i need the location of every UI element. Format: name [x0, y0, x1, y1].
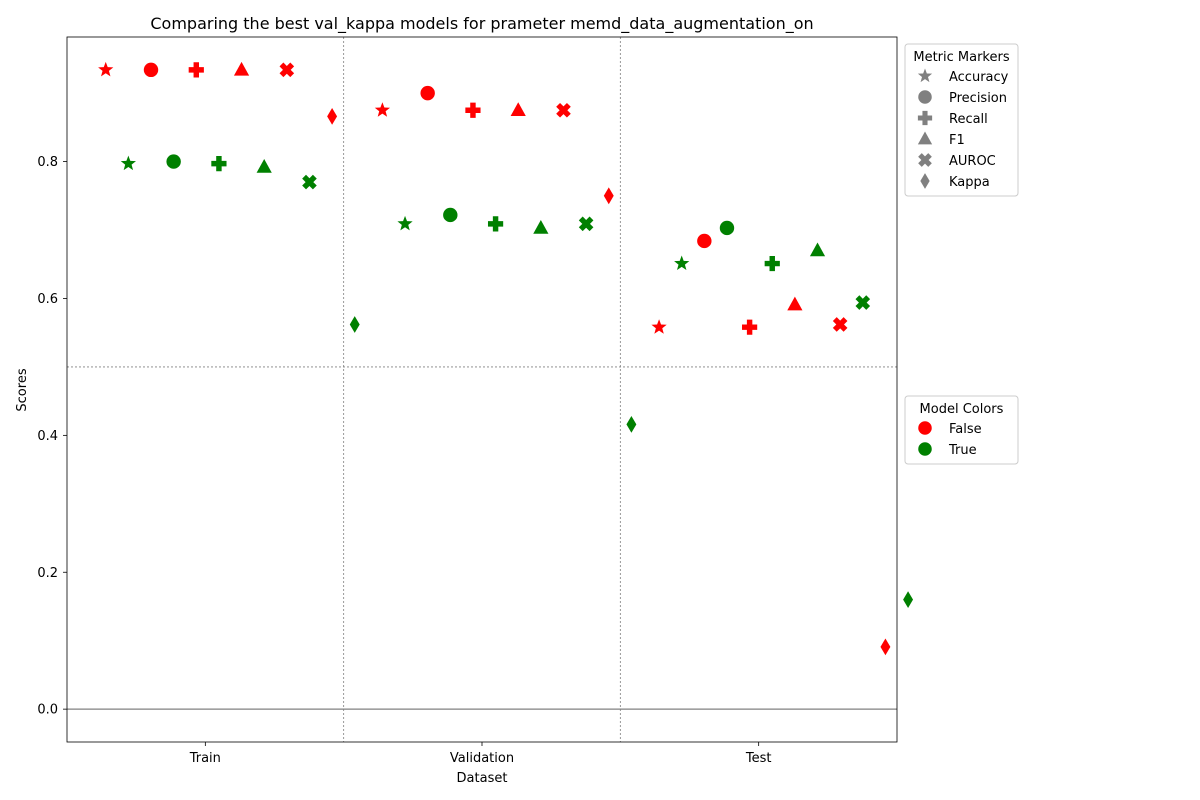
point-train-accuracy-false: [98, 61, 114, 77]
legend-box: [904, 395, 1019, 465]
point-train-recall-true: [211, 156, 227, 172]
point-validation-f1-true: [533, 219, 549, 234]
y-tick-label: 0.4: [37, 429, 58, 444]
point-test-recall-false: [742, 319, 758, 335]
point-test-accuracy-true: [674, 255, 690, 271]
legend-entry-f1: F1: [949, 133, 965, 148]
y-tick-label: 0.6: [37, 292, 58, 307]
point-validation-auroc-true: [578, 216, 594, 232]
point-test-precision-true: [719, 220, 735, 236]
legend-marker-precision: [918, 90, 932, 104]
legend-marker-true: [918, 442, 932, 456]
chart-title: Comparing the best val_kappa models for …: [150, 14, 813, 34]
point-validation-precision-true: [443, 207, 458, 223]
point-test-f1-false: [787, 296, 803, 311]
point-validation-f1-false: [510, 102, 526, 116]
point-test-kappa-false: [880, 638, 891, 656]
legend-title: Model Colors: [920, 402, 1004, 417]
point-validation-kappa-true: [626, 416, 637, 433]
plot-area: 0.0 0.2 0.4 0.6 0.8 Train Validation Test: [37, 36, 914, 766]
y-tick-label: 0.8: [37, 155, 58, 170]
legend-marker-accuracy: [917, 68, 933, 83]
legend-marker-f1: [917, 131, 933, 145]
point-validation-precision-false: [420, 85, 435, 101]
x-tick-label: Validation: [450, 751, 514, 766]
legend-entry-true: True: [948, 443, 977, 458]
legend-entry-auroc: AUROC: [949, 154, 996, 169]
y-tick-label: 0.0: [37, 703, 58, 718]
legend-marker-recall: [917, 110, 933, 126]
point-test-precision-false: [697, 233, 712, 249]
x-axis-label: Dataset: [457, 771, 508, 786]
legend-marker-false: [918, 421, 932, 435]
point-train-precision-false: [143, 62, 159, 78]
legend-entry-accuracy: Accuracy: [949, 70, 1009, 85]
point-validation-accuracy-false: [374, 102, 391, 117]
legend-title: Metric Markers: [913, 50, 1009, 65]
legend-metric-markers: Metric Markers Accuracy Precision Recall F1 A…: [904, 43, 1019, 197]
legend-box: [904, 43, 1019, 197]
legend-entry-recall: Recall: [949, 112, 988, 127]
point-test-accuracy-false: [651, 319, 667, 334]
point-train-recall-false: [188, 62, 204, 78]
point-train-f1-true: [256, 159, 272, 173]
point-train-accuracy-true: [120, 155, 136, 171]
legend-entry-precision: Precision: [949, 91, 1007, 106]
point-train-kappa-false: [327, 108, 338, 125]
y-tick-label: 0.2: [37, 566, 58, 581]
point-train-f1-false: [233, 61, 250, 76]
x-tick-label: Train: [189, 751, 221, 766]
point-validation-recall-false: [465, 102, 481, 118]
point-validation-accuracy-true: [397, 215, 413, 231]
plot-background: [67, 37, 897, 742]
point-validation-kappa-false: [603, 187, 614, 205]
legend-marker-auroc: [918, 153, 932, 167]
y-axis-label: Scores: [15, 368, 30, 411]
point-test-auroc-true: [855, 295, 871, 310]
x-tick-label: Test: [745, 751, 772, 766]
point-train-precision-true: [166, 154, 181, 169]
point-test-recall-true: [764, 255, 780, 272]
legend-marker-kappa: [920, 173, 930, 189]
legend-entry-kappa: Kappa: [949, 175, 990, 190]
legend-entry-false: False: [949, 422, 982, 437]
point-validation-recall-true: [487, 216, 504, 232]
point-test-auroc-false: [832, 317, 848, 332]
point-test-kappa-true: [903, 591, 914, 609]
point-train-auroc-true: [302, 174, 317, 190]
point-train-auroc-false: [279, 62, 295, 78]
point-train-kappa-true: [349, 316, 360, 333]
legend-model-colors: Model Colors False True: [904, 395, 1019, 465]
point-test-f1-true: [809, 242, 826, 257]
point-validation-auroc-false: [556, 102, 571, 118]
